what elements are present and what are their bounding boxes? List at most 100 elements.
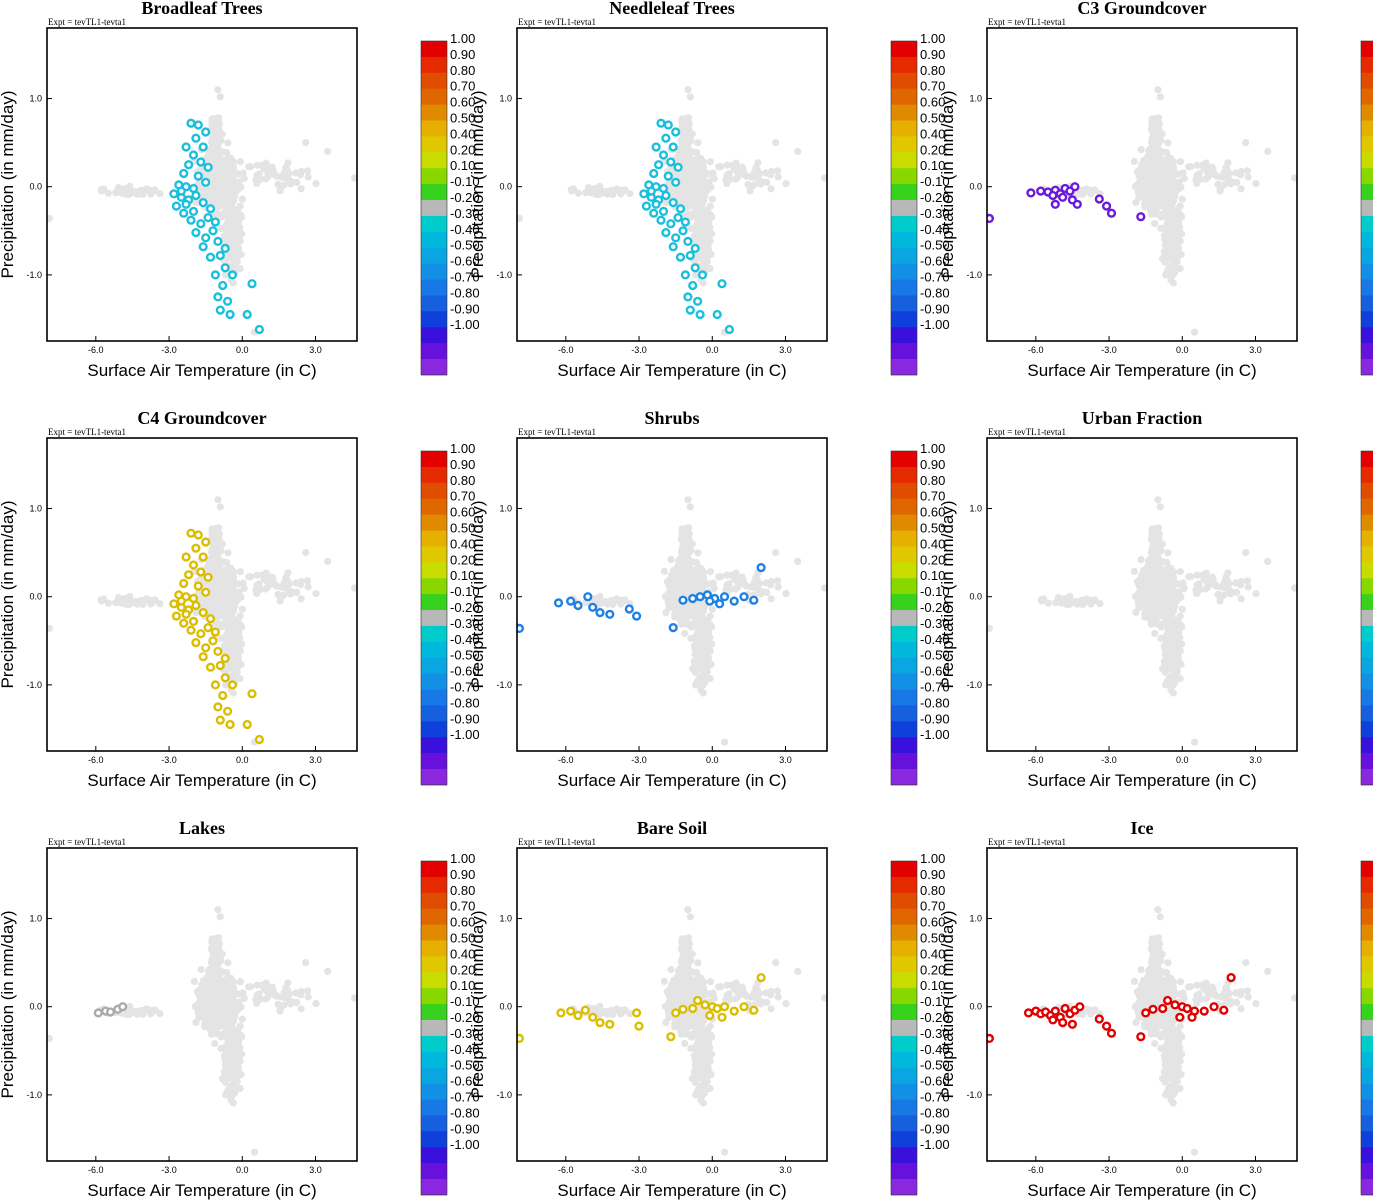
colorbar-label: 1.00 (920, 31, 945, 46)
scatter-point-background (1167, 231, 1176, 239)
scatter-point-background (1174, 214, 1182, 222)
scatter-point-background (253, 589, 261, 598)
scatter-point-background (216, 503, 224, 511)
colorbar-label: -1.00 (450, 317, 480, 332)
scatter-point-background (271, 170, 279, 178)
y-tick-label: -1.0 (496, 680, 512, 690)
colorbar-label: -0.20 (450, 600, 480, 615)
scatter-point-background (1157, 211, 1165, 219)
colorbar-label: -0.70 (450, 680, 480, 695)
colorbar-swatch (421, 769, 447, 786)
scatter-point-background (1155, 134, 1163, 142)
scatter-point-background (767, 167, 775, 176)
colorbar-label: -0.30 (920, 206, 950, 221)
scatter-point-highlight (191, 190, 201, 201)
scatter-point-highlight (688, 280, 698, 291)
scatter-point-background (1132, 608, 1140, 617)
scatter-point-background (215, 153, 223, 161)
x-tick-label: 3.0 (309, 755, 322, 765)
colorbar-label: 1.00 (450, 441, 475, 456)
scatter-point-background (706, 568, 715, 576)
scatter-point-background (229, 582, 237, 591)
colorbar-swatch (891, 451, 917, 468)
scatter-point-highlight (668, 622, 678, 633)
colorbar-swatch (1361, 625, 1373, 643)
scatter-point-background (1175, 590, 1183, 598)
expt-label: Expt = tevTL1-tevta1 (988, 427, 1066, 437)
scatter-point-background (217, 1031, 225, 1039)
chart-title: Lakes (179, 818, 225, 838)
scatter-point-highlight (188, 593, 199, 604)
x-tick-label: 3.0 (1249, 755, 1262, 765)
scatter-point-highlight (169, 599, 179, 609)
colorbar-swatch (891, 610, 917, 627)
scatter-point-highlight (661, 228, 671, 238)
colorbar-swatch (1361, 327, 1373, 344)
scatter-point-background (692, 681, 700, 689)
colorbar-swatch (891, 482, 917, 500)
colorbar-label: 0.40 (920, 126, 945, 141)
scatter-point-background (276, 597, 284, 605)
scatter-point-background (1176, 158, 1184, 166)
colorbar-swatch (421, 451, 447, 468)
x-axis-label: Surface Air Temperature (in C) (557, 361, 786, 380)
scatter-point-background (676, 145, 684, 153)
x-axis-label: Surface Air Temperature (in C) (87, 771, 316, 790)
scatter-point-highlight (188, 560, 199, 570)
colorbar-swatch (1361, 279, 1373, 296)
scatter-point-background (1193, 179, 1201, 187)
scatter-point-background (1243, 577, 1252, 585)
scatter-point-background (603, 190, 612, 198)
scatter-point-background (297, 577, 305, 586)
scatter-point-highlight (678, 226, 688, 236)
scatter-point-background (156, 600, 164, 608)
scatter-point-background (293, 588, 301, 597)
scatter-point-background (285, 177, 293, 185)
scatter-point-background (710, 174, 718, 182)
colorbar-label: -1.00 (450, 727, 480, 742)
scatter-point-background (1220, 591, 1228, 599)
colorbar: 1.000.900.800.700.600.500.400.200.10-0.1… (1360, 40, 1373, 376)
scatter-point-background (687, 211, 695, 219)
scatter-point-highlight (176, 186, 186, 196)
scatter-point-highlight (186, 625, 196, 635)
colorbar-swatch (421, 657, 447, 674)
colorbar-label: 0.10 (450, 158, 475, 173)
scatter-point-background (1146, 181, 1154, 189)
scatter-point-background (224, 608, 232, 616)
scatter-point-background (987, 624, 993, 632)
scatter-point-background (1130, 567, 1138, 576)
colorbar-label: 0.90 (450, 457, 475, 472)
scatter-point-background (681, 629, 689, 638)
scatter-point-background (686, 93, 694, 101)
scatter-point-background (204, 985, 212, 994)
scatter-point-highlight (671, 233, 681, 243)
scatter-point-background (1144, 165, 1152, 173)
scatter-point-background (226, 155, 235, 163)
scatter-point-highlight (1048, 190, 1058, 201)
scatter-point-highlight (242, 309, 252, 320)
colorbar-swatch (421, 56, 447, 74)
scatter-point-highlight (1136, 212, 1146, 222)
scatter-point-highlight (724, 324, 735, 335)
colorbar-swatch (1361, 514, 1373, 531)
scatter-point-background (698, 192, 706, 200)
scatter-point-background (1146, 591, 1154, 599)
scatter-point-background (697, 641, 706, 649)
colorbar-label: -0.60 (920, 254, 950, 269)
scatter-point-background (695, 182, 703, 190)
scatter-point-background (1177, 660, 1185, 669)
scatter-point-highlight (651, 142, 661, 152)
colorbar-swatch (1361, 594, 1373, 611)
scatter-point-background (271, 580, 279, 588)
scatter-point-background (1155, 114, 1163, 122)
scatter-point-background (1141, 185, 1149, 193)
scatter-point-highlight (683, 236, 693, 247)
scatter-point-background (671, 185, 679, 193)
colorbar-label: 0.50 (450, 111, 475, 126)
scatter-point-highlight (631, 611, 642, 621)
scatter-point-highlight (203, 572, 213, 582)
scatter-point-background (238, 1015, 246, 1023)
scatter-point-highlight (171, 201, 182, 211)
scatter-point-highlight (987, 213, 994, 223)
